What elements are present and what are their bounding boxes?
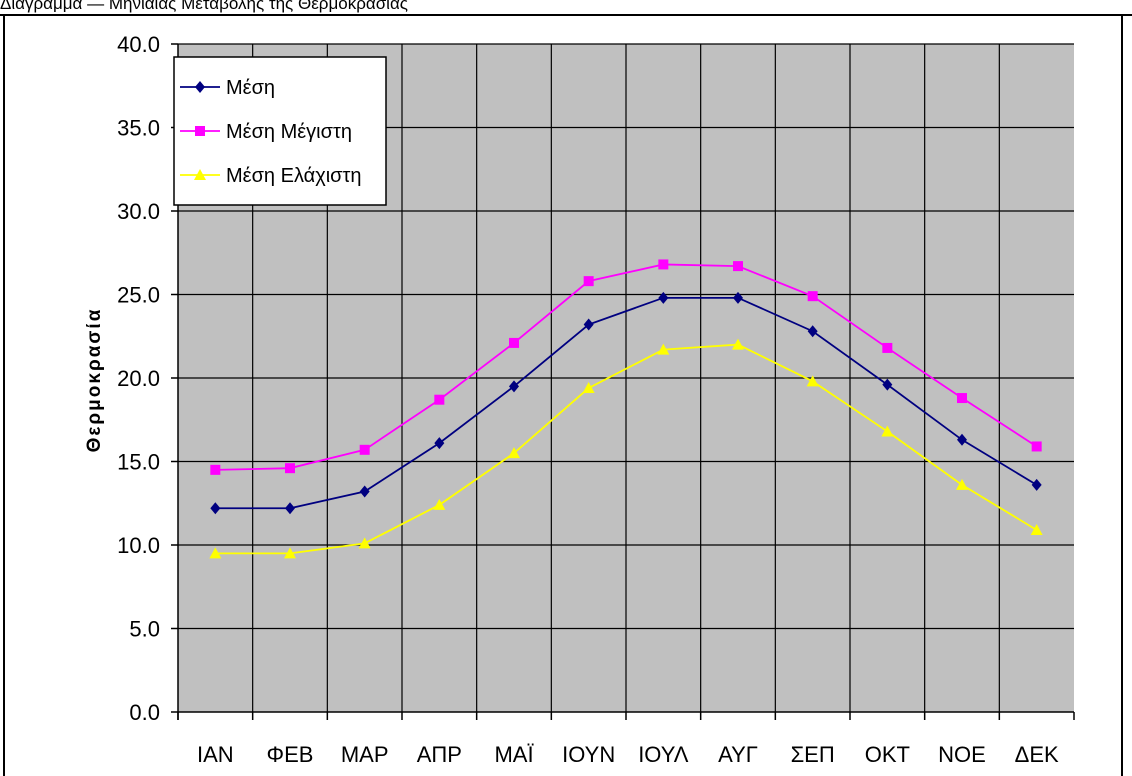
x-tick-label: ΙΑΝ [197,742,234,767]
x-tick-label: ΙΟΥΝ [562,742,615,767]
data-point [658,259,669,270]
data-point [657,343,670,355]
data-point [285,502,295,515]
data-point [194,169,206,180]
data-point [583,276,594,287]
data-point [359,485,370,498]
x-tick-label: ΙΟΥΛ [638,742,689,767]
data-point [195,126,205,136]
data-point [658,291,669,304]
data-point [434,437,445,450]
series-1 [210,291,1042,515]
x-tick-label: ΑΠΡ [417,742,462,767]
x-tick-label: ΔΕΚ [1015,742,1059,767]
data-point [957,393,967,404]
data-point [509,337,519,348]
data-point [1030,523,1043,535]
y-tick-label: 15.0 [117,450,160,475]
caption-rule [0,14,1132,16]
data-point [881,425,894,437]
legend-label: Μέση Ελάχιστη [226,165,362,187]
data-point [583,318,594,331]
x-tick-label: ΝΟΕ [938,742,986,767]
data-point [210,502,221,515]
data-point [508,447,520,459]
data-point [732,338,744,350]
data-point [882,342,893,353]
data-point [209,547,222,559]
legend: Μέση Μέση Μέγιστη Μέση Ελάχιστη [173,56,387,206]
data-point [358,537,371,549]
x-tick-label: ΦΕΒ [267,742,314,767]
series-3 [209,338,1043,559]
data-point [434,394,445,405]
data-point [210,464,221,475]
chart-frame [3,16,1123,776]
data-point [882,378,893,391]
y-tick-label: 10.0 [117,533,160,558]
x-tick-label: ΜΑΡ [341,742,389,767]
data-point [807,325,818,338]
axes: 0.0 5.0 10.0 15.0 20.0 25.0 30.0 35.0 40.0 ΙΑΝ ΦΕΒ… [117,32,1075,767]
y-tick-label: 20.0 [117,366,160,391]
figure-caption: Διάγραμμα — Μηνιαίας Μεταβολής της Θερμο… [0,0,408,13]
data-point [807,291,818,302]
data-point [195,81,205,93]
data-point [957,433,967,446]
y-tick-label: 5.0 [129,617,160,642]
y-tick-label: 40.0 [117,32,160,57]
x-tick-label: ΟΚΤ [865,742,910,767]
data-point [359,444,370,455]
series-lines [209,259,1043,559]
data-point [733,291,743,304]
data-point [509,380,519,393]
legend-label: Μέση [226,77,275,99]
data-point [1031,478,1042,491]
data-point [733,261,743,272]
data-point [806,375,819,387]
series-2 [210,259,1042,475]
data-point [433,498,446,510]
series-line [215,263,1038,471]
legend-label: Μέση Μέγιστη [226,121,352,143]
data-point [582,382,595,394]
y-tick-label: 0.0 [129,700,160,725]
x-tick-label: ΑΥΓ [718,742,758,767]
series-line [215,343,1038,555]
series-line [215,296,1038,510]
y-axis-label: Θερμοκρασία [84,308,105,453]
data-point [284,547,296,559]
data-point [956,478,968,490]
x-tick-label: ΣΕΠ [791,742,835,767]
y-tick-label: 30.0 [117,199,160,224]
x-tick-label: ΜΑΪ [494,742,534,767]
data-point [1031,441,1042,452]
y-tick-label: 35.0 [117,116,160,141]
data-point [285,463,295,474]
y-tick-label: 25.0 [117,283,160,308]
